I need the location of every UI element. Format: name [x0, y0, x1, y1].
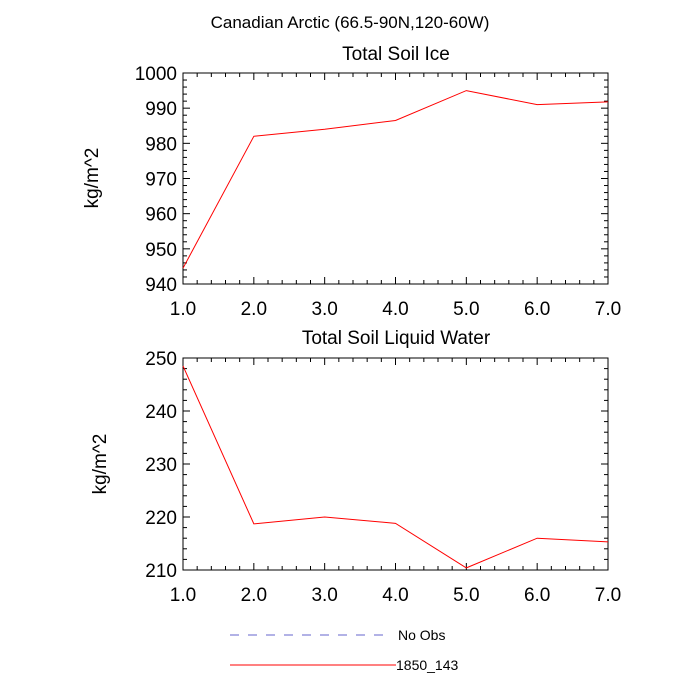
x-tick-label: 3.0	[311, 299, 337, 320]
panel-total-soil-ice: Total Soil Ice kg/m^2 1.0 2.0 3.0 4.0 5.0 6.0…	[82, 44, 621, 320]
y-tick-label: 990	[145, 99, 177, 120]
y-tick-label: 960	[145, 205, 177, 226]
x-tick-label: 6.0	[524, 585, 550, 606]
y-tick-label: 940	[145, 275, 177, 296]
y-tick-label: 210	[145, 561, 177, 582]
x-tick-label: 7.0	[595, 585, 621, 606]
x-tick-label: 3.0	[311, 585, 337, 606]
y-tick-label: 220	[145, 508, 177, 529]
series-line	[182, 365, 609, 569]
y-axis-label: kg/m^2	[90, 434, 111, 495]
x-tick-label: 4.0	[382, 585, 408, 606]
x-tick-label: 2.0	[241, 299, 267, 320]
y-tick-label: 240	[145, 402, 177, 423]
panel-title: Total Soil Liquid Water	[302, 328, 491, 349]
x-tick-label: 6.0	[524, 299, 550, 320]
y-tick-label: 1000	[135, 64, 177, 85]
y-tick-label: 230	[145, 455, 177, 476]
series-line	[182, 90, 609, 269]
y-tick-label: 250	[145, 349, 177, 370]
x-tick-label: 2.0	[241, 585, 267, 606]
x-tick-label: 7.0	[595, 299, 621, 320]
y-axis-label: kg/m^2	[82, 148, 103, 209]
y-tick-label: 950	[145, 240, 177, 261]
x-tick-label: 5.0	[453, 585, 479, 606]
legend: No Obs 1850_143	[230, 627, 459, 673]
x-tick-label: 5.0	[453, 299, 479, 320]
figure-title: Canadian Arctic (66.5-90N,120-60W)	[211, 13, 490, 32]
panel-total-soil-liquid-water: Total Soil Liquid Water kg/m^2 1.0 2.0 3.0…	[90, 328, 621, 606]
y-tick-label: 970	[145, 170, 177, 191]
panel-title: Total Soil Ice	[342, 44, 450, 65]
x-tick-label: 1.0	[170, 585, 196, 606]
x-tick-label: 1.0	[170, 299, 196, 320]
x-tick-label: 4.0	[382, 299, 408, 320]
y-tick-label: 980	[145, 134, 177, 155]
legend-label-no-obs: No Obs	[398, 627, 445, 643]
legend-label-1850-143: 1850_143	[396, 657, 459, 673]
